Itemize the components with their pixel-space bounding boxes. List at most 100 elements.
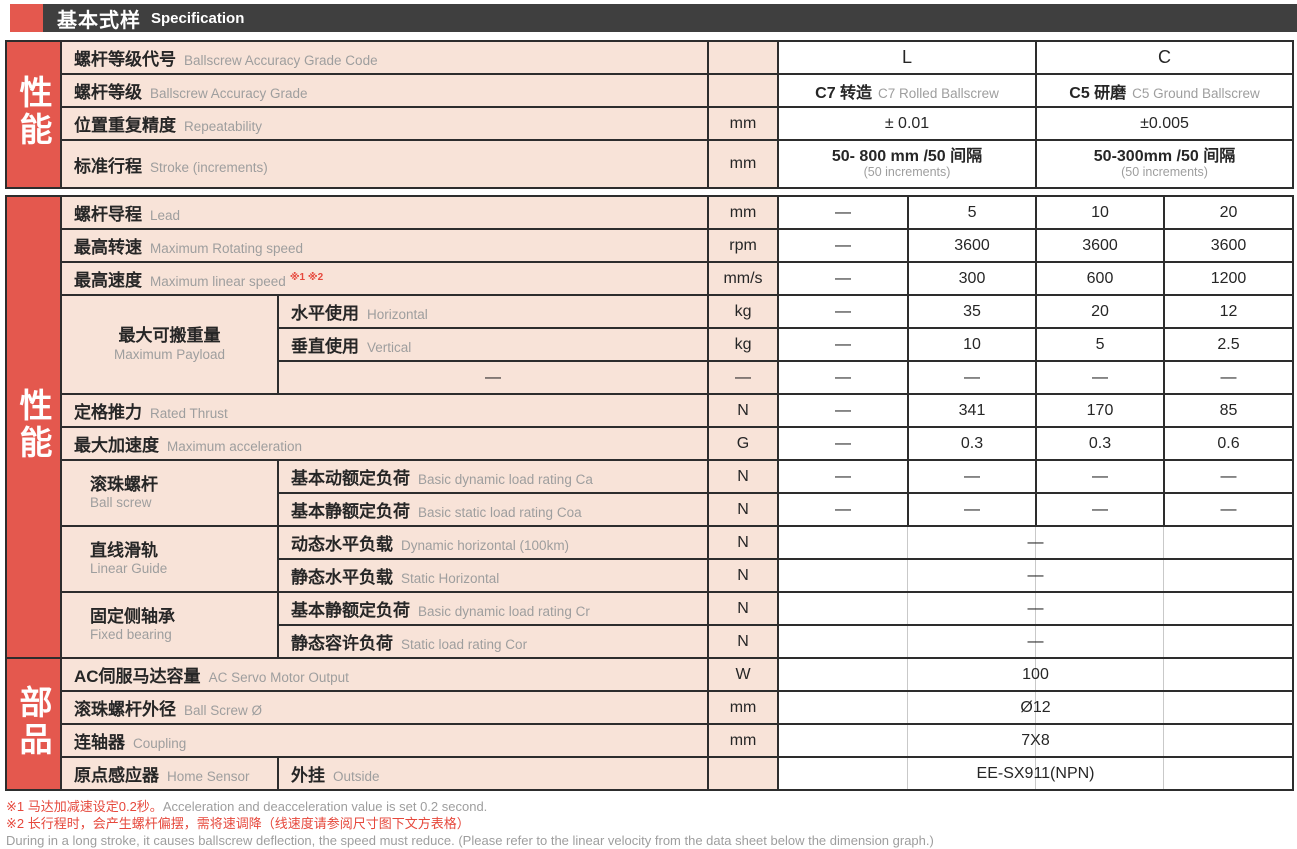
page-title-en: Specification: [151, 9, 245, 27]
value-cell: 2.5: [1163, 327, 1295, 362]
value-cell: —: [777, 294, 910, 329]
row-label: 螺杆导程 Lead: [59, 195, 710, 230]
label-en: Repeatability: [184, 119, 263, 134]
table-row: 性能 螺杆等级代号 Ballscrew Accuracy Grade Code L…: [5, 40, 1294, 189]
table-row: 最高速度 Maximum linear speed ※1 ※2 mm/s — 300…: [6, 261, 1295, 296]
value-cell: 10: [907, 327, 1038, 362]
row-sublabel: —: [276, 360, 710, 395]
unit-cell: mm/s: [707, 261, 780, 296]
unit-cell: [707, 40, 779, 75]
value-cell: 20: [1035, 294, 1166, 329]
value-cell: 20: [1163, 195, 1295, 230]
row-sublabel: 基本静额定负荷 Basic static load rating Coa: [276, 492, 710, 527]
value-cell: —: [1035, 360, 1166, 395]
unit-cell: mm: [707, 690, 780, 725]
row-sublabel: 基本静额定负荷 Basic dynamic load rating Cr: [276, 591, 710, 626]
value-cell: —: [777, 261, 910, 296]
unit-cell: [707, 73, 779, 108]
unit-cell: mm: [707, 195, 780, 230]
value-cell: 300: [907, 261, 1038, 296]
value-cell-C: 50-300mm /50 间隔 (50 increments): [1035, 139, 1294, 189]
label-zh: 螺杆等级: [74, 83, 142, 102]
label-zh: 位置重复精度: [74, 116, 176, 135]
footnotes: ※1 马达加减速设定0.2秒。Acceleration and deaccele…: [6, 798, 1297, 849]
table-row: 标准行程 Stroke (increments) mm 50- 800 mm /5…: [6, 139, 1294, 189]
value-cell: 3600: [1163, 228, 1295, 263]
row-label: 螺杆等级代号 Ballscrew Accuracy Grade Code: [60, 40, 709, 75]
value-cell: —: [777, 426, 910, 461]
value-cell-span: —: [777, 525, 1295, 560]
value-cell: 600: [1035, 261, 1166, 296]
value-cell-span: —: [777, 591, 1295, 626]
unit-cell: N: [707, 624, 780, 659]
footnote-1: ※1 马达加减速设定0.2秒。Acceleration and deaccele…: [6, 799, 488, 814]
unit-cell: N: [707, 525, 780, 560]
value-cell: —: [777, 459, 910, 494]
value-cell-span: 100: [777, 657, 1295, 692]
header-red-square: [10, 4, 43, 32]
value-cell: 35: [907, 294, 1038, 329]
row-label: 最高转速 Maximum Rotating speed: [59, 228, 710, 263]
value-cell-L: C7 转造 C7 Rolled Ballscrew: [777, 73, 1037, 108]
label-zh: 螺杆等级代号: [74, 50, 176, 69]
value-cell: 5: [907, 195, 1038, 230]
row-label: 标准行程 Stroke (increments): [60, 139, 709, 189]
row-label-home-sensor: 原点感应器 Home Sensor: [60, 756, 279, 791]
value-cell: 1200: [1163, 261, 1295, 296]
value-cell: —: [777, 393, 910, 428]
value-cell-span: —: [777, 624, 1295, 659]
value-cell: —: [1035, 492, 1166, 527]
value-cell: —: [1035, 459, 1166, 494]
side-tab-performance-2: 性能: [5, 195, 62, 659]
unit-cell: —: [707, 360, 780, 395]
footnote-3: During in a long stroke, it causes balls…: [6, 833, 934, 848]
table-row: — — — — — —: [6, 360, 1295, 395]
label-zh: 标准行程: [74, 156, 142, 176]
value-cell: —: [777, 195, 910, 230]
row-sublabel: 水平使用 Horizontal: [276, 294, 710, 329]
value-cell: —: [777, 360, 910, 395]
value-cell-L: 50- 800 mm /50 间隔 (50 increments): [777, 139, 1037, 189]
row-label: 最高速度 Maximum linear speed ※1 ※2: [59, 261, 710, 296]
footnote-2: ※2 长行程时，会产生螺杆偏摆，需将速调降（线速度请参阅尺寸图下文方表格）: [6, 816, 470, 831]
spec-table-main: 性能 螺杆导程 Lead mm — 5 10 20 最高转速 Maximum Rot…: [5, 195, 1295, 791]
value-cell: —: [1163, 459, 1295, 494]
unit-cell: [707, 756, 780, 791]
value-cell: 3600: [907, 228, 1038, 263]
table-row: 基本静额定负荷 Basic static load rating Coa N — …: [6, 492, 1295, 527]
value-cell: —: [907, 459, 1038, 494]
value-cell-C: C: [1035, 40, 1294, 75]
table-row: 部品 AC伺服马达容量 AC Servo Motor Output W 100: [5, 657, 1295, 791]
side-tab-performance-1: 性能: [5, 40, 62, 189]
unit-cell: mm: [707, 106, 779, 141]
value-cell: —: [1163, 360, 1295, 395]
value-cell: 12: [1163, 294, 1295, 329]
table-row: 最高转速 Maximum Rotating speed rpm — 3600 36…: [6, 228, 1295, 263]
row-sublabel: 垂直使用 Vertical: [276, 327, 710, 362]
row-label: 最大加速度 Maximum acceleration: [59, 426, 710, 461]
unit-cell: N: [707, 393, 780, 428]
group-label-linear-guide: 直线滑轨 Linear Guide: [60, 525, 279, 593]
row-label: 连轴器 Coupling: [59, 723, 710, 758]
spec-table-top: 性能 螺杆等级代号 Ballscrew Accuracy Grade Code L…: [5, 40, 1294, 189]
unit-cell: mm: [707, 723, 780, 758]
value-cell: —: [907, 360, 1038, 395]
value-cell: 10: [1035, 195, 1166, 230]
group-label-fixed-bearing: 固定侧轴承 Fixed bearing: [60, 591, 279, 659]
row-label: AC伺服马达容量 AC Servo Motor Output: [59, 657, 710, 692]
value-cell: 0.3: [907, 426, 1038, 461]
row-label: 滚珠螺杆外径 Ball Screw Ø: [59, 690, 710, 725]
value-cell: —: [907, 492, 1038, 527]
table-row: 静态水平负载 Static Horizontal N —: [6, 558, 1295, 593]
row-sublabel-outside: 外挂 Outside: [276, 756, 710, 791]
table-row: 连轴器 Coupling mm 7X8: [6, 723, 1295, 758]
value-cell: 341: [907, 393, 1038, 428]
table-row: 最大加速度 Maximum acceleration G — 0.3 0.3 0.…: [6, 426, 1295, 461]
row-label: 螺杆等级 Ballscrew Accuracy Grade: [60, 73, 709, 108]
table-row: 直线滑轨 Linear Guide 动态水平负载 Dynamic horizonta…: [6, 525, 1295, 593]
row-sublabel: 静态容许负荷 Static load rating Cor: [276, 624, 710, 659]
value-cell: 0.3: [1035, 426, 1166, 461]
unit-cell: N: [707, 558, 780, 593]
row-sublabel: 基本动额定负荷 Basic dynamic load rating Ca: [276, 459, 710, 494]
value-cell-span: EE-SX911(NPN): [777, 756, 1295, 791]
